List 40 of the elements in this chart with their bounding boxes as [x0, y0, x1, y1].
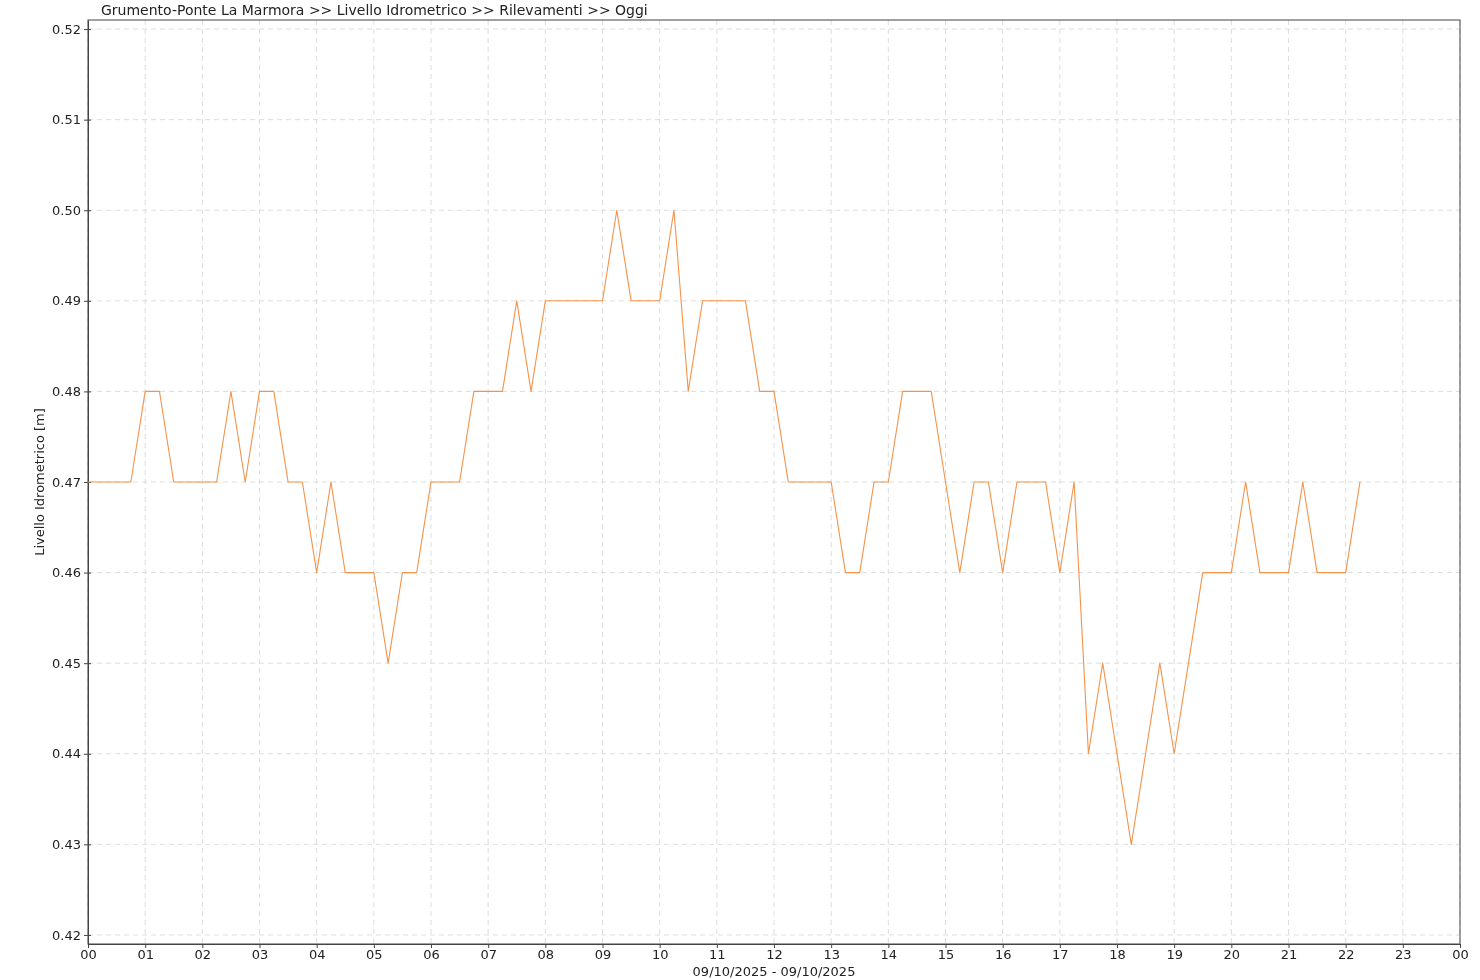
- x-axis-title: 09/10/2025 - 09/10/2025: [692, 964, 856, 979]
- y-tick-label: 0.49: [52, 293, 81, 309]
- x-tick-label: 21: [1280, 946, 1298, 962]
- x-tick-label: 03: [251, 946, 269, 962]
- x-tick-label: 06: [423, 946, 440, 962]
- x-tick-label: 14: [880, 946, 898, 962]
- chart-title: Grumento-Ponte La Marmora >> Livello Idrometrico >> Rilevamenti >> Oggi: [101, 2, 648, 18]
- x-tick-label: 10: [651, 946, 669, 962]
- x-tick-label: 20: [1223, 946, 1241, 962]
- y-tick-label: 0.48: [52, 384, 81, 400]
- x-tick-label: 05: [366, 946, 383, 962]
- y-tick-label: 0.46: [52, 565, 81, 581]
- x-tick-label: 11: [709, 946, 726, 962]
- x-tick-label: 22: [1337, 946, 1355, 962]
- x-tick-label: 17: [1052, 946, 1069, 962]
- y-tick-label: 0.45: [52, 655, 81, 671]
- x-tick-label: 19: [1166, 946, 1183, 962]
- y-tick-label: 0.43: [52, 837, 81, 853]
- x-tick-label: 23: [1395, 946, 1412, 962]
- x-tick-label: 16: [994, 946, 1012, 962]
- y-tick-label: 0.52: [52, 21, 81, 37]
- x-tick-label: 00: [1452, 946, 1469, 962]
- y-tick-label: 0.51: [52, 112, 81, 128]
- x-tick-label: 00: [80, 946, 97, 962]
- x-tick-label: 15: [937, 946, 955, 962]
- x-tick-label: 18: [1109, 946, 1126, 962]
- y-tick-label: 0.44: [52, 746, 81, 762]
- x-tick-label: 13: [823, 946, 840, 962]
- x-tick-label: 09: [594, 946, 612, 962]
- x-tick-label: 12: [766, 946, 783, 962]
- y-tick-label: 0.50: [52, 202, 81, 218]
- line-series: [87, 209, 1361, 845]
- x-tick-label: 08: [537, 946, 555, 962]
- y-axis-title: Livello Idrometrico [m]: [32, 408, 47, 556]
- x-tick-label: 02: [194, 946, 212, 962]
- y-tick-label: 0.47: [52, 474, 81, 490]
- x-tick-label: 04: [308, 946, 326, 962]
- y-tick-label: 0.42: [52, 927, 81, 943]
- x-tick-label: 01: [137, 946, 154, 962]
- x-tick-label: 07: [480, 946, 497, 962]
